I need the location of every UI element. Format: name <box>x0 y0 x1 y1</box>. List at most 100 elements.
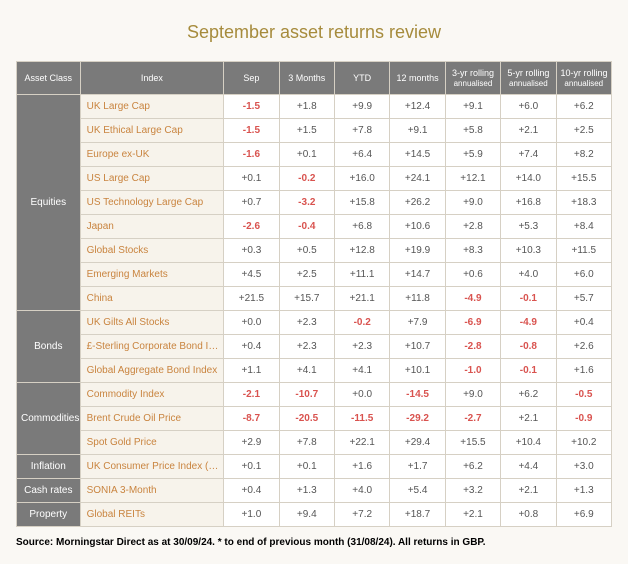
table-row: US Technology Large Cap+0.7-3.2+15.8+26.… <box>17 191 612 215</box>
value-cell: +8.4 <box>556 215 611 239</box>
column-header: 10-yr rollingannualised <box>556 62 611 95</box>
value-cell: +18.3 <box>556 191 611 215</box>
index-cell: UK Consumer Price Index (% Chg for perio… <box>80 455 224 479</box>
value-cell: +4.1 <box>279 359 334 383</box>
asset-class-cell: Bonds <box>17 311 81 383</box>
value-cell: +2.3 <box>279 335 334 359</box>
table-row: PropertyGlobal REITs+1.0+9.4+7.2+18.7+2.… <box>17 503 612 527</box>
value-cell: -2.6 <box>224 215 279 239</box>
asset-class-cell: Equities <box>17 95 81 311</box>
value-cell: -14.5 <box>390 383 445 407</box>
value-cell: +14.7 <box>390 263 445 287</box>
value-cell: +1.6 <box>334 455 389 479</box>
column-header: Index <box>80 62 224 95</box>
value-cell: +2.8 <box>445 215 500 239</box>
column-header: Sep <box>224 62 279 95</box>
value-cell: +10.1 <box>390 359 445 383</box>
value-cell: +10.3 <box>501 239 556 263</box>
value-cell: +12.1 <box>445 167 500 191</box>
value-cell: -11.5 <box>334 407 389 431</box>
table-row: Cash ratesSONIA 3-Month+0.4+1.3+4.0+5.4+… <box>17 479 612 503</box>
value-cell: +0.0 <box>224 311 279 335</box>
value-cell: +0.7 <box>224 191 279 215</box>
value-cell: +26.2 <box>390 191 445 215</box>
value-cell: +2.1 <box>445 503 500 527</box>
table-row: Global Aggregate Bond Index+1.1+4.1+4.1+… <box>17 359 612 383</box>
value-cell: -2.8 <box>445 335 500 359</box>
value-cell: +0.1 <box>279 455 334 479</box>
asset-class-cell: Cash rates <box>17 479 81 503</box>
table-header: Asset ClassIndexSep3 MonthsYTD12 months3… <box>17 62 612 95</box>
value-cell: -1.5 <box>224 119 279 143</box>
index-cell: SONIA 3-Month <box>80 479 224 503</box>
index-cell: China <box>80 287 224 311</box>
value-cell: +4.4 <box>501 455 556 479</box>
value-cell: +0.1 <box>224 455 279 479</box>
value-cell: -6.9 <box>445 311 500 335</box>
value-cell: +10.4 <box>501 431 556 455</box>
index-cell: Global Stocks <box>80 239 224 263</box>
value-cell: +6.2 <box>556 95 611 119</box>
value-cell: +1.3 <box>279 479 334 503</box>
value-cell: +8.2 <box>556 143 611 167</box>
index-cell: Emerging Markets <box>80 263 224 287</box>
table-row: US Large Cap+0.1-0.2+16.0+24.1+12.1+14.0… <box>17 167 612 191</box>
value-cell: +5.9 <box>445 143 500 167</box>
value-cell: +0.4 <box>556 311 611 335</box>
value-cell: +0.0 <box>334 383 389 407</box>
table-row: Brent Crude Oil Price-8.7-20.5-11.5-29.2… <box>17 407 612 431</box>
value-cell: +3.0 <box>556 455 611 479</box>
table-row: InflationUK Consumer Price Index (% Chg … <box>17 455 612 479</box>
value-cell: +1.7 <box>390 455 445 479</box>
value-cell: +11.8 <box>390 287 445 311</box>
value-cell: -0.9 <box>556 407 611 431</box>
value-cell: +15.8 <box>334 191 389 215</box>
value-cell: -3.2 <box>279 191 334 215</box>
table-row: Spot Gold Price+2.9+7.8+22.1+29.4+15.5+1… <box>17 431 612 455</box>
column-header: 5-yr rollingannualised <box>501 62 556 95</box>
value-cell: +9.1 <box>445 95 500 119</box>
value-cell: -1.0 <box>445 359 500 383</box>
table-row: Europe ex-UK-1.6+0.1+6.4+14.5+5.9+7.4+8.… <box>17 143 612 167</box>
value-cell: +5.7 <box>556 287 611 311</box>
value-cell: -2.1 <box>224 383 279 407</box>
value-cell: +7.4 <box>501 143 556 167</box>
value-cell: +0.4 <box>224 479 279 503</box>
index-cell: Commodity Index <box>80 383 224 407</box>
value-cell: -4.9 <box>445 287 500 311</box>
value-cell: -1.6 <box>224 143 279 167</box>
column-header: 3-yr rollingannualised <box>445 62 500 95</box>
value-cell: +1.1 <box>224 359 279 383</box>
index-cell: UK Large Cap <box>80 95 224 119</box>
value-cell: +9.1 <box>390 119 445 143</box>
value-cell: +6.2 <box>445 455 500 479</box>
value-cell: +24.1 <box>390 167 445 191</box>
value-cell: +2.5 <box>556 119 611 143</box>
value-cell: -0.4 <box>279 215 334 239</box>
value-cell: -0.2 <box>334 311 389 335</box>
value-cell: -2.7 <box>445 407 500 431</box>
value-cell: +9.9 <box>334 95 389 119</box>
table-row: £-Sterling Corporate Bond Index+0.4+2.3+… <box>17 335 612 359</box>
value-cell: -0.2 <box>279 167 334 191</box>
value-cell: +21.5 <box>224 287 279 311</box>
value-cell: +9.0 <box>445 383 500 407</box>
index-cell: US Technology Large Cap <box>80 191 224 215</box>
value-cell: +5.8 <box>445 119 500 143</box>
index-cell: Europe ex-UK <box>80 143 224 167</box>
value-cell: +0.4 <box>224 335 279 359</box>
value-cell: -10.7 <box>279 383 334 407</box>
value-cell: +14.5 <box>390 143 445 167</box>
value-cell: +18.7 <box>390 503 445 527</box>
table-row: UK Ethical Large Cap-1.5+1.5+7.8+9.1+5.8… <box>17 119 612 143</box>
index-cell: US Large Cap <box>80 167 224 191</box>
value-cell: +11.1 <box>334 263 389 287</box>
value-cell: +4.0 <box>501 263 556 287</box>
page-title: September asset returns review <box>16 22 612 43</box>
index-cell: Japan <box>80 215 224 239</box>
value-cell: -0.1 <box>501 359 556 383</box>
value-cell: +5.3 <box>501 215 556 239</box>
column-header: Asset Class <box>17 62 81 95</box>
value-cell: +1.6 <box>556 359 611 383</box>
value-cell: +10.2 <box>556 431 611 455</box>
